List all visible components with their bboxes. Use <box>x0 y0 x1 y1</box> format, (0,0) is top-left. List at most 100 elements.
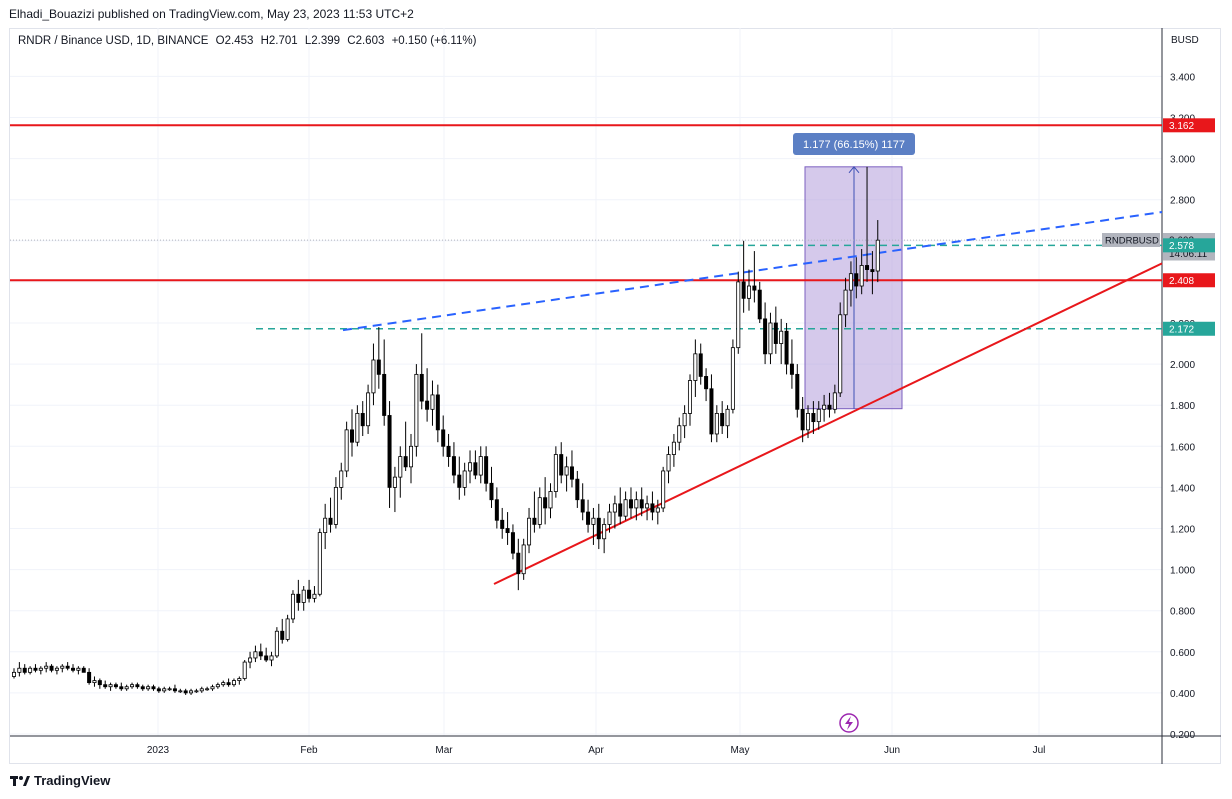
candle-body <box>800 408 805 431</box>
candle <box>548 483 553 519</box>
candle <box>323 503 328 550</box>
y-tick-label: 1.200 <box>1170 525 1195 536</box>
candle <box>843 277 848 328</box>
candle <box>559 442 564 484</box>
candle <box>146 684 151 691</box>
candle <box>789 339 794 389</box>
candle <box>312 586 317 603</box>
candle-body <box>312 593 317 599</box>
candle-body <box>130 684 135 688</box>
tradingview-footer[interactable]: TradingView <box>10 773 110 788</box>
measurement-label: 1.177 (66.15%) 1177 <box>803 139 905 151</box>
candle <box>639 487 644 517</box>
candle <box>795 364 800 418</box>
candle <box>274 627 279 658</box>
candle <box>484 446 489 492</box>
candle <box>870 251 875 295</box>
candle-body <box>569 466 574 480</box>
y-tick-label: 1.000 <box>1170 566 1195 577</box>
candle <box>623 491 628 521</box>
candle <box>398 446 403 498</box>
candle-body <box>414 373 419 447</box>
candle-body <box>661 470 666 509</box>
candle <box>865 166 870 282</box>
candle-body <box>822 404 827 410</box>
candle <box>425 368 430 422</box>
candle <box>194 688 199 693</box>
x-tick-label: Jun <box>884 745 900 756</box>
candle <box>832 384 837 414</box>
candle <box>532 491 537 533</box>
candle-body <box>17 667 22 673</box>
candle-body <box>757 289 762 320</box>
candle-body <box>376 359 381 375</box>
candle-body <box>618 503 623 517</box>
y-tick-label: 1.600 <box>1170 442 1195 453</box>
y-tick-label: 2.800 <box>1170 196 1195 207</box>
candle-body <box>392 476 397 488</box>
candle <box>269 651 274 667</box>
ascending-dashed-trendline <box>342 211 1163 332</box>
candle <box>387 401 392 508</box>
candle <box>108 682 113 691</box>
candle-body <box>612 503 617 513</box>
candle-body <box>248 657 253 663</box>
candle-body <box>795 373 800 410</box>
candle-body <box>784 330 789 365</box>
candle-body <box>575 478 580 501</box>
candle <box>124 684 129 691</box>
candle <box>140 684 145 691</box>
candle-body <box>409 445 414 468</box>
candle-body <box>360 413 365 427</box>
candle <box>409 433 414 484</box>
candle <box>403 421 408 471</box>
candle <box>661 466 666 513</box>
x-tick-label: Mar <box>435 745 453 756</box>
candle-body <box>258 651 263 657</box>
candle <box>553 446 558 498</box>
y-tick-label: 3.400 <box>1170 72 1195 83</box>
candle-body <box>875 239 880 272</box>
price-label-text: 2.578 <box>1169 241 1194 252</box>
candle-body <box>816 408 821 423</box>
candle-body <box>366 392 371 427</box>
candle-body <box>516 552 521 575</box>
candle-body <box>827 404 832 410</box>
candle-body <box>532 517 537 525</box>
candle <box>612 495 617 529</box>
candle <box>586 499 591 533</box>
candle <box>81 666 86 673</box>
candle <box>280 618 285 644</box>
tradingview-logo-icon <box>10 775 30 786</box>
candle <box>773 306 778 354</box>
candle-body <box>22 667 27 673</box>
candle-body <box>81 667 86 673</box>
candle <box>178 688 183 693</box>
candle-body <box>215 684 220 688</box>
candle <box>285 614 290 642</box>
candle <box>451 442 456 484</box>
candle <box>87 668 92 685</box>
publish-line: Elhadi_Bouazizi published on TradingView… <box>9 7 414 21</box>
candle-body <box>65 665 70 669</box>
candle <box>671 433 676 467</box>
candle-body <box>231 680 236 686</box>
candle-body <box>226 682 231 686</box>
candle <box>500 507 505 539</box>
candle-body <box>596 517 601 540</box>
currency-label: BUSD <box>1171 35 1199 46</box>
y-tick-label: 3.000 <box>1170 155 1195 166</box>
candle-body <box>54 667 59 671</box>
candle <box>462 462 467 496</box>
candle-body <box>645 503 650 509</box>
candle-body <box>634 499 639 509</box>
candle-body <box>586 511 591 525</box>
candle-body <box>140 686 145 690</box>
candle-body <box>505 528 510 534</box>
candle <box>602 518 607 554</box>
legend-open: O2.453 <box>215 35 254 47</box>
candle-body <box>167 688 172 691</box>
candle-body <box>189 690 194 694</box>
candle-body <box>510 532 515 554</box>
